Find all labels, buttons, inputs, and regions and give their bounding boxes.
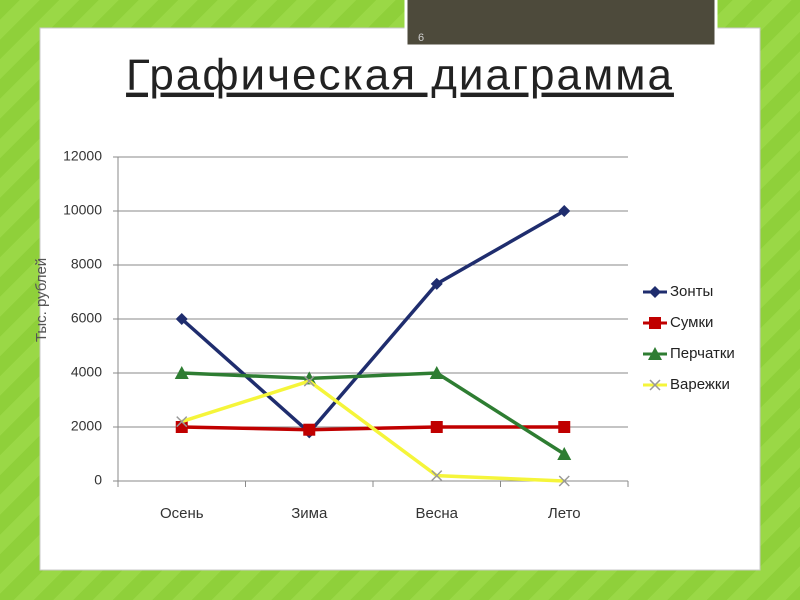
marker — [176, 416, 188, 428]
x-tick-label: Весна — [416, 505, 459, 522]
x-tick-label: Осень — [160, 505, 204, 522]
legend-label: Варежки — [670, 376, 730, 393]
marker — [558, 475, 570, 487]
y-tick-label: 4000 — [71, 364, 102, 380]
y-tick-label: 8000 — [71, 256, 102, 272]
legend-marker — [648, 347, 662, 360]
y-tick-label: 6000 — [71, 310, 102, 326]
y-tick-label: 12000 — [63, 148, 102, 164]
marker — [303, 375, 315, 387]
legend-marker — [649, 379, 661, 391]
x-tick-label: Зима — [291, 505, 328, 522]
legend-marker — [649, 286, 661, 298]
y-tick-label: 0 — [94, 472, 102, 488]
marker — [557, 447, 572, 460]
marker — [431, 470, 443, 482]
legend-marker — [649, 317, 661, 329]
marker — [429, 366, 444, 379]
marker — [430, 421, 443, 433]
legend-label: Перчатки — [670, 345, 735, 362]
marker — [175, 313, 188, 325]
series-line — [181, 371, 566, 456]
chart-title: Графическая диаграмма — [126, 51, 674, 100]
marker — [558, 421, 571, 433]
marker — [174, 366, 189, 379]
marker — [430, 277, 443, 290]
legend-label: Сумки — [670, 314, 713, 331]
y-tick-label: 10000 — [63, 202, 102, 218]
header-box — [404, 0, 718, 48]
marker — [303, 423, 316, 436]
y-axis-label: Тыс. рублей — [33, 258, 50, 342]
x-tick-label: Лето — [548, 505, 581, 522]
marker — [558, 205, 571, 217]
page-number: 6 — [418, 32, 424, 44]
marker — [175, 421, 188, 433]
series-line — [181, 379, 565, 483]
slide-panel — [39, 27, 761, 571]
legend-label: Зонты — [670, 283, 713, 300]
y-tick-label: 2000 — [71, 418, 102, 434]
